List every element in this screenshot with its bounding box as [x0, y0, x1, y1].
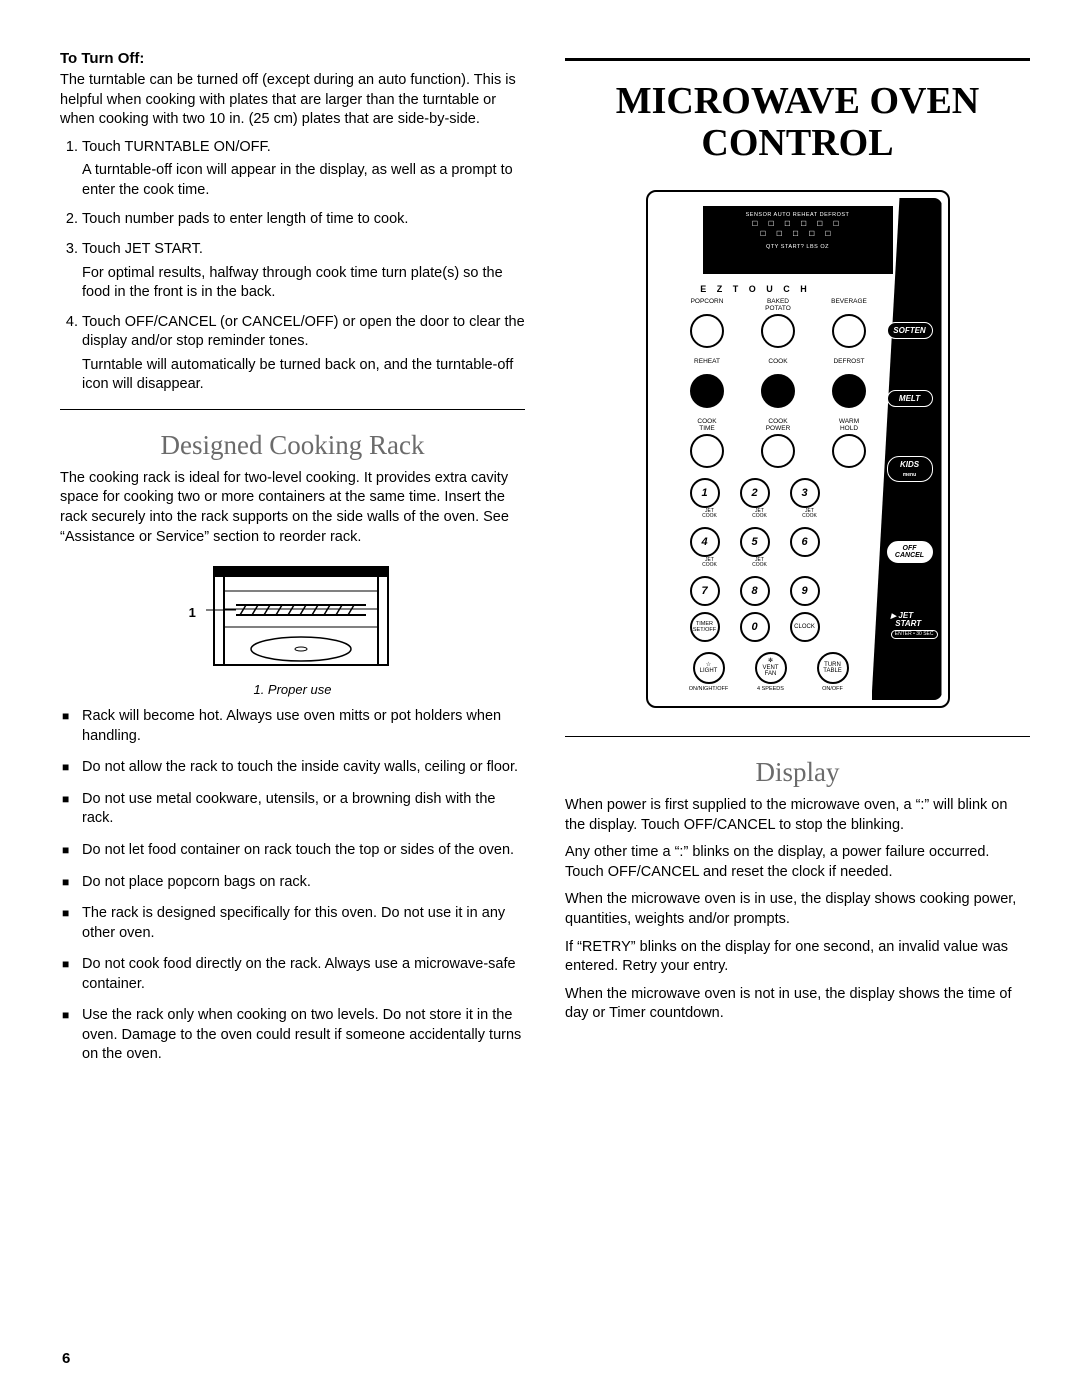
off-cancel-button: OFFCANCEL	[886, 540, 934, 564]
bullet: Do not allow the rack to touch the insid…	[82, 758, 525, 778]
rack-title: Designed Cooking Rack	[60, 430, 525, 461]
bullet: Do not place popcorn bags on rack.	[82, 873, 525, 893]
light-button: ☆LIGHTON/NIGHT/OFF	[684, 652, 734, 692]
num-5: 5JETCOOK	[740, 527, 780, 568]
defrost-button: DEFROST	[822, 358, 877, 408]
num-0: 0	[740, 612, 780, 642]
right-column: MICROWAVE OVEN CONTROL SENSOR AUTO REHEA…	[565, 50, 1030, 1077]
display-para: If “RETRY” blinks on the display for one…	[565, 938, 1030, 977]
soften-button: SOFTEN	[886, 320, 934, 339]
turntable-button: TURNTABLEON/OFF	[808, 652, 858, 692]
num-9: 9	[790, 576, 830, 606]
bullet: The rack is designed specifically for th…	[82, 904, 525, 943]
bullet: Do not let food container on rack touch …	[82, 841, 525, 861]
control-panel: SENSOR AUTO REHEAT DEFROST ☐ ☐ ☐ ☐ ☐ ☐ ☐…	[646, 190, 950, 709]
cook-power-button: COOKPOWER	[751, 418, 806, 468]
bullet: Do not cook food directly on the rack. A…	[82, 955, 525, 994]
main-title: MICROWAVE OVEN CONTROL	[565, 81, 1030, 165]
cook-button: COOK	[751, 358, 806, 408]
display-para: When power is first supplied to the micr…	[565, 796, 1030, 835]
display-title: Display	[565, 757, 1030, 788]
timer-button: TIMERSET/OFF	[690, 612, 730, 642]
num-3: 3JETCOOK	[790, 478, 830, 519]
num-1: 1JETCOOK	[690, 478, 730, 519]
clock-button: CLOCK	[790, 612, 830, 642]
bottom-row: ☆LIGHTON/NIGHT/OFF ✻VENTFAN4 SPEEDS TURN…	[684, 652, 948, 692]
oven-rack-illustration	[206, 561, 396, 671]
num-8: 8	[740, 576, 780, 606]
turnoff-steps: Touch TURNTABLE ON/OFF. A turntable-off …	[60, 138, 525, 395]
turnoff-heading: To Turn Off:	[60, 50, 525, 67]
rack-intro: The cooking rack is ideal for two-level …	[60, 469, 525, 547]
display-para: Any other time a “:” blinks on the displ…	[565, 843, 1030, 882]
ez-touch-label: E Z T O U C H	[666, 284, 846, 294]
reheat-button: REHEAT	[680, 358, 735, 408]
rack-figure: 1	[60, 561, 525, 697]
melt-button: MELT	[886, 388, 934, 407]
panel-display: SENSOR AUTO REHEAT DEFROST ☐ ☐ ☐ ☐ ☐ ☐ ☐…	[703, 206, 893, 274]
control-panel-figure: SENSOR AUTO REHEAT DEFROST ☐ ☐ ☐ ☐ ☐ ☐ ☐…	[565, 190, 1030, 709]
warm-hold-button: WARMHOLD	[822, 418, 877, 468]
divider	[565, 736, 1030, 737]
figure-callout-number: 1	[189, 605, 196, 620]
vent-fan-button: ✻VENTFAN4 SPEEDS	[746, 652, 796, 692]
num-2: 2JETCOOK	[740, 478, 780, 519]
bullet: Rack will become hot. Always use oven mi…	[82, 707, 525, 746]
display-para: When the microwave oven is in use, the d…	[565, 890, 1030, 929]
step-4: Touch OFF/CANCEL (or CANCEL/OFF) or open…	[82, 313, 525, 395]
baked-potato-button: BAKEDPOTATO	[751, 298, 806, 348]
kids-menu-button: KIDSmenu	[886, 456, 934, 482]
title-rule-top	[565, 58, 1030, 61]
left-column: To Turn Off: The turntable can be turned…	[60, 50, 525, 1077]
display-para: When the microwave oven is not in use, t…	[565, 985, 1030, 1024]
bullet: Use the rack only when cooking on two le…	[82, 1006, 525, 1065]
beverage-button: BEVERAGE	[822, 298, 877, 348]
divider	[60, 409, 525, 410]
num-7: 7	[690, 576, 730, 606]
popcorn-button: POPCORN	[680, 298, 735, 348]
jet-start-button: ▶ JET START ENTER • 30 SEC	[891, 612, 938, 639]
step-3: Touch JET START. For optimal results, ha…	[82, 240, 525, 303]
page-number: 6	[62, 1350, 70, 1367]
figure-caption: 1. Proper use	[60, 682, 525, 697]
turnoff-intro: The turntable can be turned off (except …	[60, 71, 525, 130]
step-2: Touch number pads to enter length of tim…	[82, 210, 525, 230]
bullet: Do not use metal cookware, utensils, or …	[82, 790, 525, 829]
cook-time-button: COOKTIME	[680, 418, 735, 468]
rack-bullets: Rack will become hot. Always use oven mi…	[60, 707, 525, 1065]
num-4: 4JETCOOK	[690, 527, 730, 568]
step-1: Touch TURNTABLE ON/OFF. A turntable-off …	[82, 138, 525, 201]
num-6: 6	[790, 527, 830, 568]
